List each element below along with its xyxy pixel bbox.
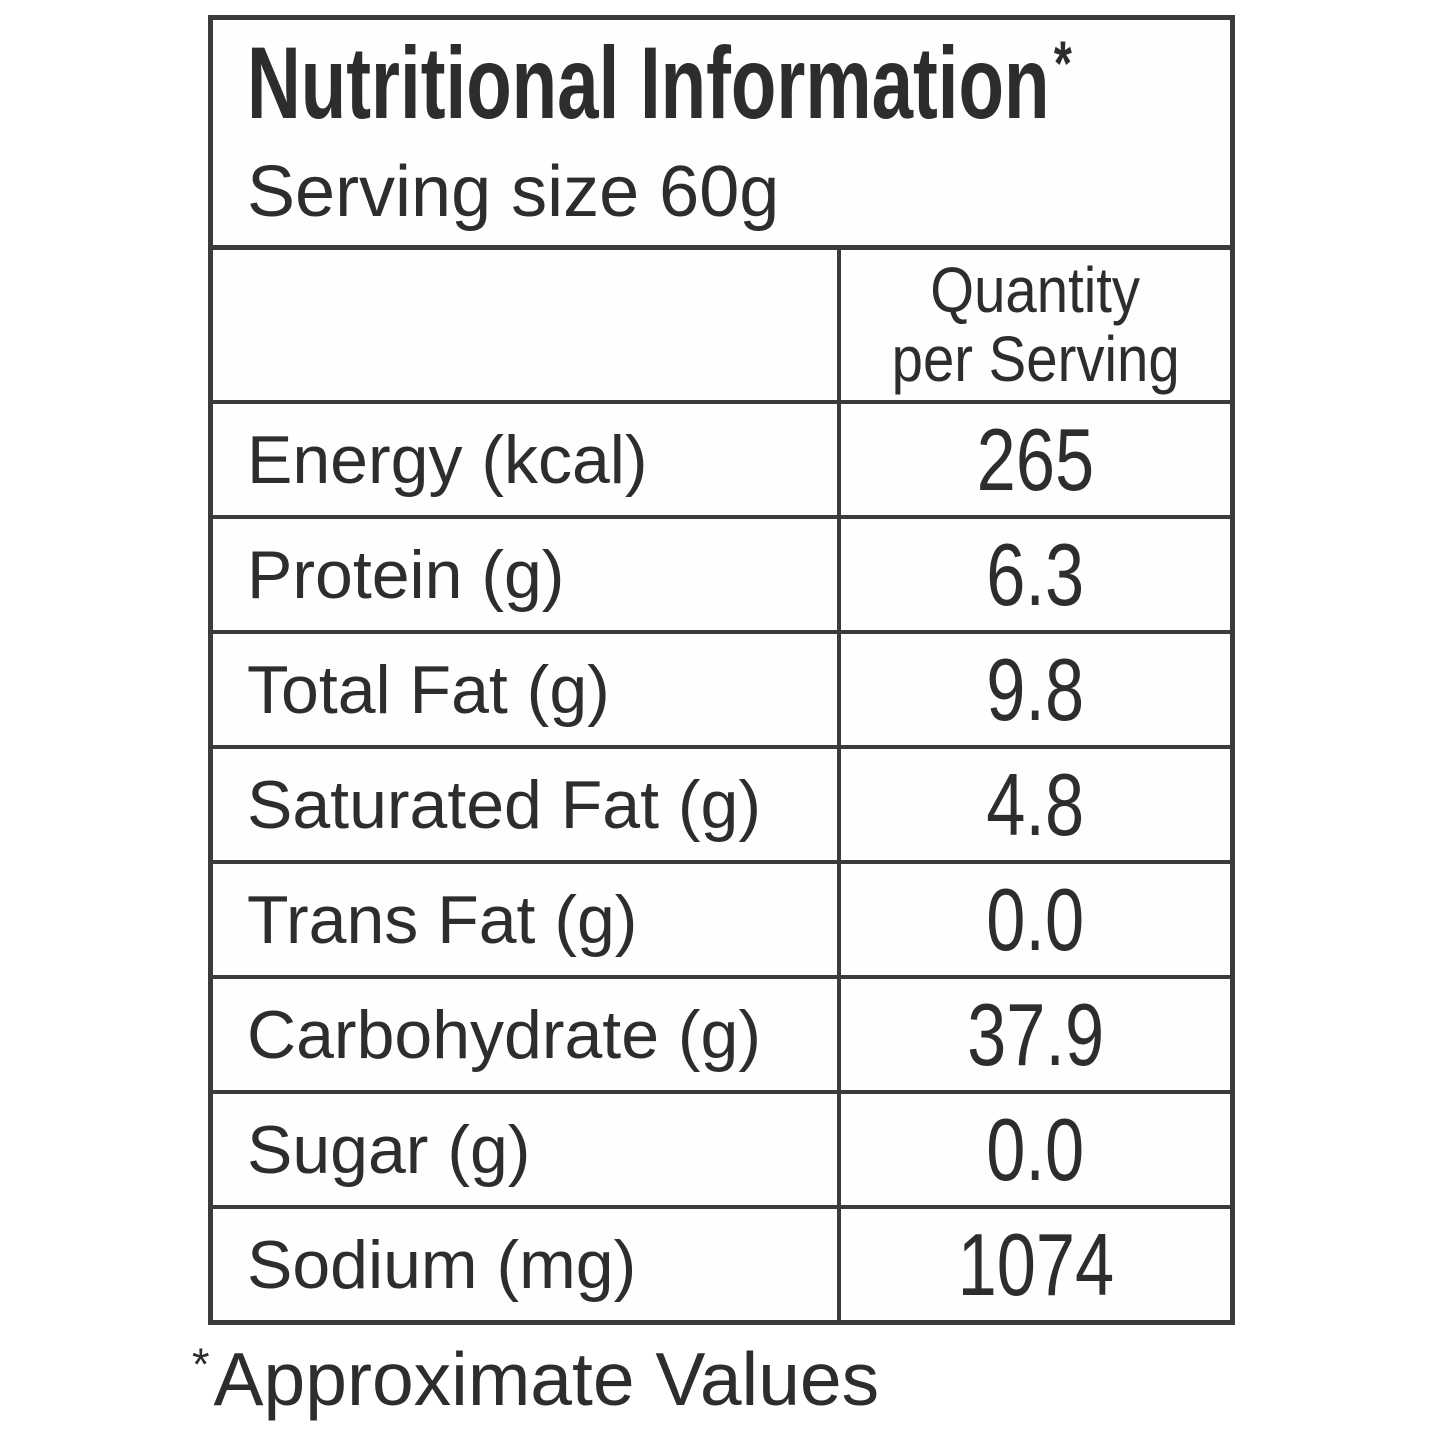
nutrient-value: 0.0 — [986, 1099, 1085, 1199]
nutrient-value: 0.0 — [986, 869, 1085, 969]
nutrient-name: Saturated Fat (g) — [247, 766, 762, 843]
title-asterisk: * — [1053, 29, 1072, 100]
nutrient-name: Energy (kcal) — [247, 421, 648, 498]
column-header-line1: Quantity — [930, 253, 1141, 326]
nutrient-name: Sodium (mg) — [247, 1226, 637, 1303]
table-row-total-fat: Total Fat (g) 9.8 — [213, 630, 1230, 745]
nutrient-value-cell: 6.3 — [837, 519, 1230, 630]
nutrient-value: 265 — [976, 409, 1095, 509]
nutrient-value-cell: 37.9 — [837, 979, 1230, 1090]
nutrient-value: 6.3 — [986, 524, 1085, 624]
header-quantity-cell: Quantity per Serving — [837, 250, 1230, 400]
footnote-asterisk: * — [192, 1339, 210, 1391]
panel-title-inner: Nutritional Information* — [247, 32, 1072, 134]
footnote: *Approximate Values — [192, 1342, 879, 1417]
table-row-protein: Protein (g) 6.3 — [213, 515, 1230, 630]
title-text: Nutritional Information — [247, 26, 1050, 140]
header-empty-cell — [213, 250, 837, 400]
table-header-row: Quantity per Serving — [213, 250, 1230, 400]
nutrient-value-cell: 0.0 — [837, 864, 1230, 975]
table-row-sugar: Sugar (g) 0.0 — [213, 1090, 1230, 1205]
nutrient-name: Protein (g) — [247, 536, 565, 613]
table-row-saturated-fat: Saturated Fat (g) 4.8 — [213, 745, 1230, 860]
nutrition-facts-panel: Nutritional Information* Serving size 60… — [208, 15, 1235, 1325]
table-row-trans-fat: Trans Fat (g) 0.0 — [213, 860, 1230, 975]
nutrition-table: Quantity per Serving Energy (kcal) 265 P… — [213, 250, 1230, 1320]
serving-size-text: Serving size 60g — [247, 152, 780, 232]
title-section: Nutritional Information* Serving size 60… — [213, 20, 1230, 250]
table-row-carbohydrate: Carbohydrate (g) 37.9 — [213, 975, 1230, 1090]
column-header-line2: per Serving — [891, 323, 1180, 395]
nutrient-value-cell: 1074 — [837, 1209, 1230, 1320]
nutrient-name: Trans Fat (g) — [247, 881, 638, 958]
nutrient-value: 1074 — [957, 1214, 1114, 1314]
footnote-text: Approximate Values — [213, 1337, 880, 1421]
nutrient-value-cell: 9.8 — [837, 634, 1230, 745]
nutrient-name: Carbohydrate (g) — [247, 996, 762, 1073]
table-row-energy: Energy (kcal) 265 — [213, 400, 1230, 515]
nutrient-value: 9.8 — [986, 639, 1085, 739]
nutrient-name: Sugar (g) — [247, 1111, 531, 1188]
nutrient-value: 37.9 — [966, 984, 1105, 1084]
nutrient-name: Total Fat (g) — [247, 651, 610, 728]
table-row-sodium: Sodium (mg) 1074 — [213, 1205, 1230, 1320]
nutrient-value: 4.8 — [986, 754, 1085, 854]
nutrient-value-cell: 0.0 — [837, 1094, 1230, 1205]
nutrient-value-cell: 4.8 — [837, 749, 1230, 860]
panel-title: Nutritional Information* — [247, 32, 1212, 134]
nutrient-value-cell: 265 — [837, 404, 1230, 515]
